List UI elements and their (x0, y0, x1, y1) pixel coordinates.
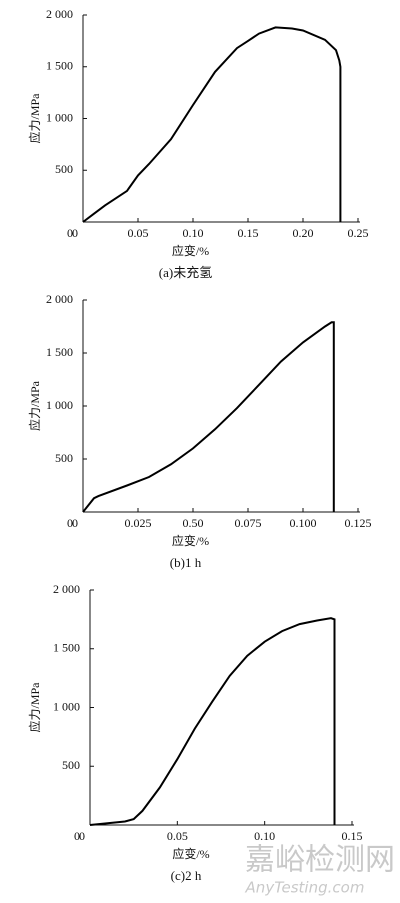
x-tick-label: 0.025 (125, 516, 152, 530)
y-tick-label: 2 000 (53, 582, 80, 596)
x-tick-label: 0.50 (183, 516, 204, 530)
x-tick-label: 0.125 (345, 516, 372, 530)
y-tick-label: 1 000 (46, 110, 73, 124)
y-axis-label: 应力/MPa (27, 682, 42, 733)
x-zero-label: 0 (79, 829, 85, 843)
y-tick-label: 1 500 (46, 345, 73, 359)
y-zero-label: 0 (74, 829, 80, 843)
y-tick-label: 500 (62, 758, 80, 772)
x-axis-label: 应变/% (172, 533, 209, 548)
y-tick-label: 2 000 (46, 7, 73, 21)
y-axis-label: 应力/MPa (27, 93, 42, 144)
y-tick-label: 1 000 (53, 699, 80, 713)
y-tick-label: 2 000 (46, 292, 73, 306)
stress-strain-curve (82, 26, 342, 223)
watermark-title: 嘉峪检测网 (245, 843, 395, 878)
x-zero-label: 0 (72, 226, 78, 240)
x-tick-label: 0.15 (342, 829, 363, 843)
y-tick-label: 1 500 (53, 641, 80, 655)
stress-strain-curve (82, 321, 335, 513)
x-zero-label: 0 (72, 516, 78, 530)
x-tick-label: 0.075 (235, 516, 262, 530)
y-tick-label: 1 000 (46, 398, 73, 412)
y-zero-label: 0 (67, 516, 73, 530)
x-tick-label: 0.100 (290, 516, 317, 530)
x-tick-label: 0.20 (293, 226, 314, 240)
caption: (b)1 h (170, 555, 202, 570)
x-tick-label: 0.10 (254, 829, 275, 843)
watermark-url: AnyTesting.com (245, 879, 365, 897)
y-zero-label: 0 (67, 226, 73, 240)
y-axis-label: 应力/MPa (27, 380, 42, 431)
y-tick-label: 500 (55, 162, 73, 176)
x-tick-label: 0.10 (183, 226, 204, 240)
y-tick-label: 500 (55, 451, 73, 465)
stress-strain-curve (89, 617, 336, 826)
caption: (c)2 h (171, 868, 202, 883)
x-tick-label: 0.15 (238, 226, 259, 240)
x-tick-label: 0.05 (167, 829, 188, 843)
x-tick-label: 0.05 (128, 226, 149, 240)
y-tick-label: 1 500 (46, 59, 73, 73)
caption: (a)未充氢 (159, 265, 212, 280)
x-axis-label: 应变/% (172, 846, 209, 861)
x-axis-label: 应变/% (172, 243, 209, 258)
x-tick-label: 0.25 (348, 226, 369, 240)
